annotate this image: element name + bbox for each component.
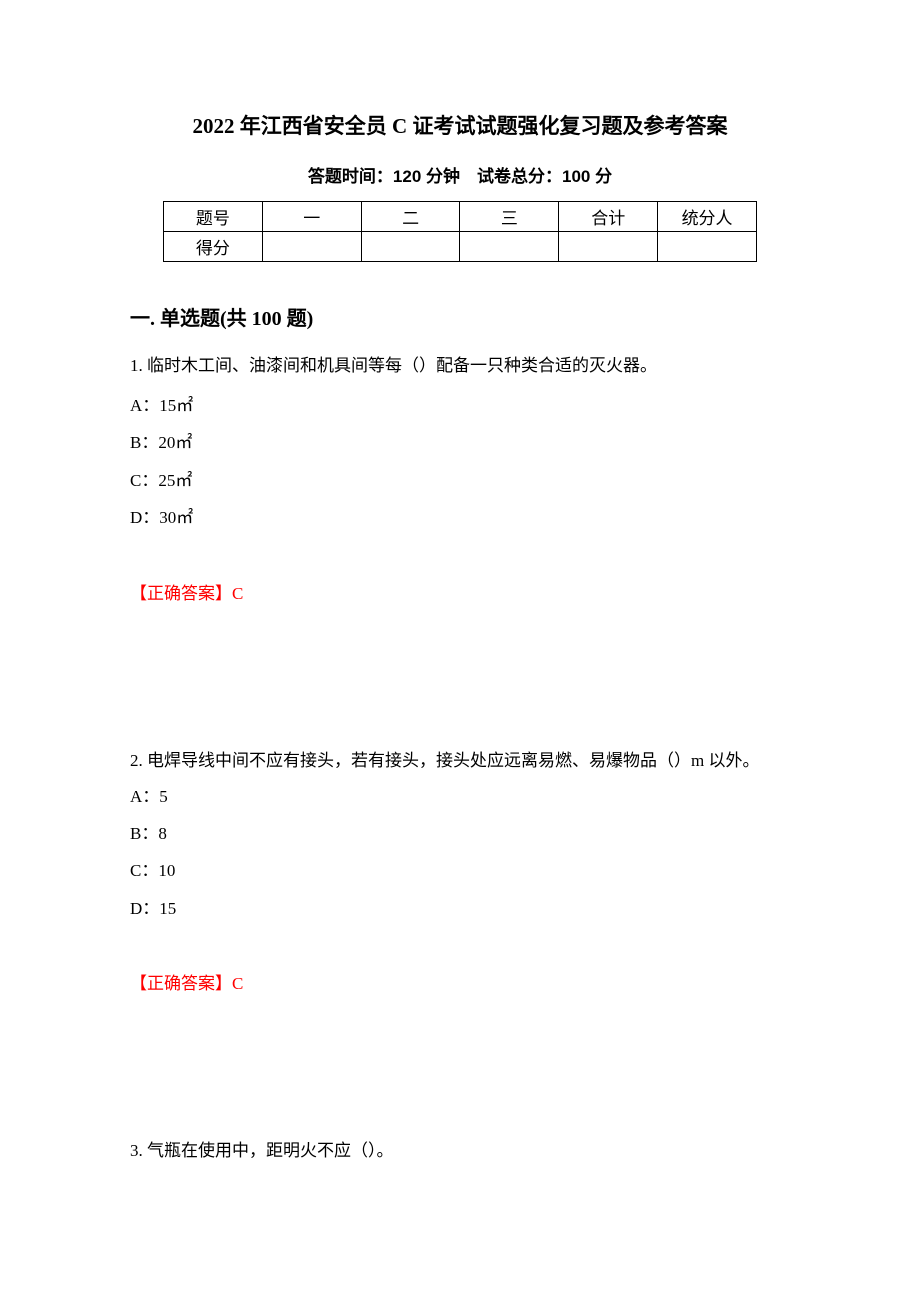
question-option: C：25㎡ [130, 462, 790, 499]
document-subtitle: 答题时间：120 分钟 试卷总分：100 分 [130, 162, 790, 187]
table-header-cell: 题号 [164, 202, 263, 232]
table-cell: 得分 [164, 232, 263, 262]
table-score-row: 得分 [164, 232, 757, 262]
table-cell [460, 232, 559, 262]
table-cell [658, 232, 757, 262]
answer-value: C [232, 974, 243, 993]
question-option: A：5 [130, 778, 790, 815]
question-option: D：15 [130, 890, 790, 927]
question-block-3: 3. 气瓶在使用中，距明火不应（）。 [130, 1134, 790, 1168]
answer-label: 【正确答案】 [130, 974, 232, 993]
table-header-cell: 合计 [559, 202, 658, 232]
answer-value: C [232, 584, 243, 603]
section-heading: 一. 单选题(共 100 题) [130, 302, 790, 331]
question-number: 1. [130, 356, 143, 375]
question-option: D：30㎡ [130, 499, 790, 536]
question-answer: 【正确答案】C [130, 969, 790, 994]
table-header-row: 题号 一 二 三 合计 统分人 [164, 202, 757, 232]
question-stem: 电焊导线中间不应有接头，若有接头，接头处应远离易燃、易爆物品（）m 以外。 [147, 751, 759, 770]
table-header-cell: 二 [361, 202, 460, 232]
question-text: 3. 气瓶在使用中，距明火不应（）。 [130, 1134, 790, 1168]
table-cell [262, 232, 361, 262]
question-option: B：8 [130, 815, 790, 852]
table-header-cell: 三 [460, 202, 559, 232]
question-stem: 气瓶在使用中，距明火不应（）。 [147, 1141, 394, 1160]
document-title: 2022 年江西省安全员 C 证考试试题强化复习题及参考答案 [130, 110, 790, 140]
question-block-1: 1. 临时木工间、油漆间和机具间等每（）配备一只种类合适的灭火器。 A：15㎡ … [130, 349, 790, 604]
question-stem: 临时木工间、油漆间和机具间等每（）配备一只种类合适的灭火器。 [147, 356, 657, 375]
question-block-2: 2. 电焊导线中间不应有接头，若有接头，接头处应远离易燃、易爆物品（）m 以外。… [130, 744, 790, 995]
question-option: C：10 [130, 852, 790, 889]
answer-label: 【正确答案】 [130, 584, 232, 603]
question-number: 3. [130, 1141, 143, 1160]
question-number: 2. [130, 751, 143, 770]
score-table: 题号 一 二 三 合计 统分人 得分 [163, 201, 757, 262]
question-option: B：20㎡ [130, 424, 790, 461]
question-text: 2. 电焊导线中间不应有接头，若有接头，接头处应远离易燃、易爆物品（）m 以外。 [130, 744, 790, 778]
question-text: 1. 临时木工间、油漆间和机具间等每（）配备一只种类合适的灭火器。 [130, 349, 790, 383]
table-header-cell: 统分人 [658, 202, 757, 232]
table-header-cell: 一 [262, 202, 361, 232]
table-cell [559, 232, 658, 262]
table-cell [361, 232, 460, 262]
question-option: A：15㎡ [130, 387, 790, 424]
question-answer: 【正确答案】C [130, 579, 790, 604]
